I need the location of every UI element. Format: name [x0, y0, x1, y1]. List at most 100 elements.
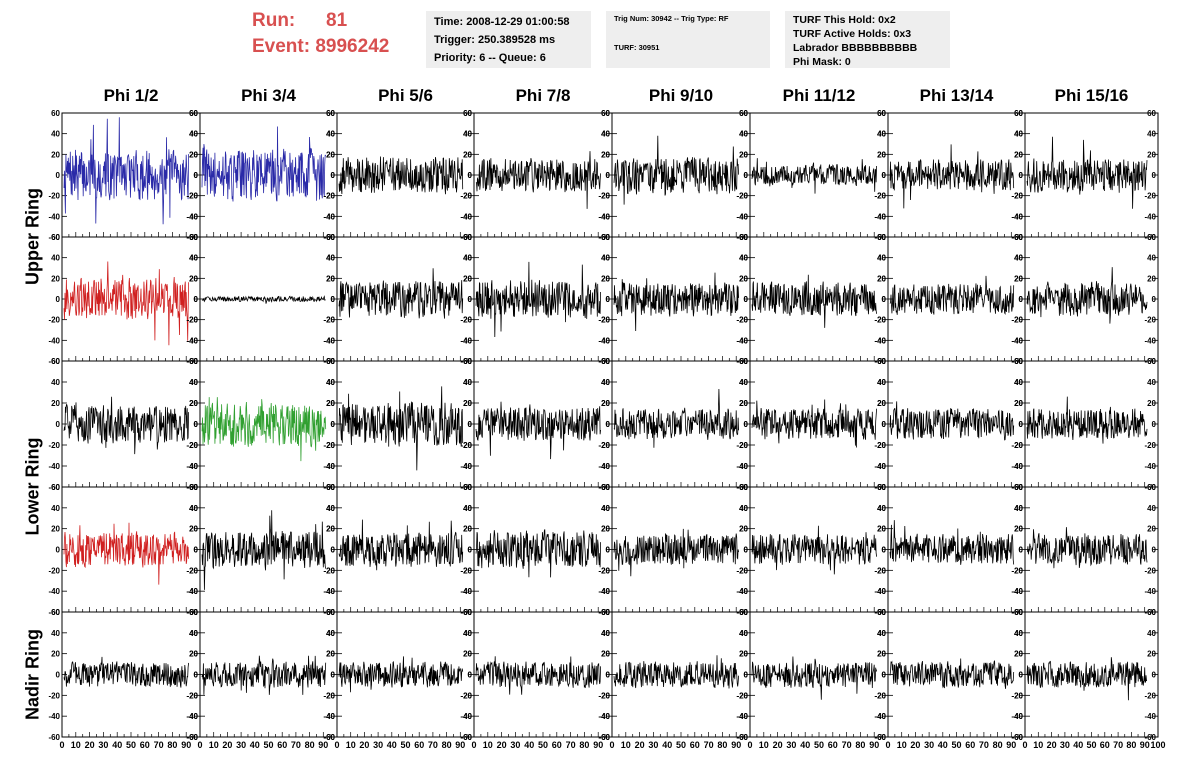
- y-tick-label: -40: [186, 587, 198, 596]
- y-tick-label: 20: [326, 399, 335, 408]
- y-tick-label: -20: [874, 192, 886, 201]
- y-tick-label: 20: [877, 399, 886, 408]
- y-tick-label: 0: [1019, 420, 1024, 429]
- y-tick-label: 60: [1014, 357, 1023, 366]
- y-tick-label: -20: [736, 441, 748, 450]
- y-tick-label: -40: [460, 212, 472, 221]
- y-tick-label: 40: [877, 378, 886, 387]
- y-tick-label: -20: [323, 691, 335, 700]
- x-tick-label: 70: [842, 740, 852, 750]
- waveform-series: [1026, 396, 1148, 444]
- y-tick-label: -40: [460, 587, 472, 596]
- y-tick-label: -40: [323, 336, 335, 345]
- y-tick-label: -20: [323, 192, 335, 201]
- y-tick-label: -40: [874, 712, 886, 721]
- y-tick-label: 20: [189, 525, 198, 534]
- y-tick-label: 0: [882, 420, 887, 429]
- y-tick-label: 0: [882, 546, 887, 555]
- y-tick-label: -40: [1011, 587, 1023, 596]
- y-tick-label: 40: [601, 504, 610, 513]
- y-tick-label: 0: [1152, 671, 1157, 680]
- y-tick-label: 20: [877, 650, 886, 659]
- y-tick-label: 20: [189, 150, 198, 159]
- waveform-series: [201, 295, 326, 304]
- waveform-series: [1027, 527, 1148, 569]
- waveform-series: [1026, 136, 1148, 209]
- y-tick-label: -20: [736, 441, 748, 450]
- y-tick-label: -40: [1144, 712, 1156, 721]
- y-tick-label: -40: [460, 587, 472, 596]
- x-tick-label: 60: [277, 740, 287, 750]
- y-tick-label: 20: [189, 650, 198, 659]
- x-tick-label: 90: [455, 740, 465, 750]
- y-tick-label: 20: [326, 150, 335, 159]
- x-tick-label: 50: [1086, 740, 1096, 750]
- y-tick-label: -60: [1011, 733, 1023, 742]
- y-tick-label: -20: [323, 316, 335, 325]
- y-tick-label: 60: [463, 233, 472, 242]
- y-tick-label: 40: [601, 629, 610, 638]
- run-label: Run:: [252, 10, 296, 31]
- y-tick-label: 0: [606, 420, 611, 429]
- y-tick-label: 0: [194, 420, 199, 429]
- y-tick-label: 0: [56, 546, 61, 555]
- x-tick-label: 20: [85, 740, 95, 750]
- y-tick-label: -40: [323, 712, 335, 721]
- y-tick-label: 0: [1019, 420, 1024, 429]
- y-tick-label: 0: [882, 546, 887, 555]
- x-tick-label: 80: [993, 740, 1003, 750]
- y-tick-label: -40: [460, 712, 472, 721]
- y-tick-label: -40: [186, 212, 198, 221]
- y-tick-label: 20: [189, 274, 198, 283]
- waveform-series: [201, 397, 327, 462]
- y-tick-label: 0: [1152, 171, 1157, 180]
- y-tick-label: -40: [874, 587, 886, 596]
- y-tick-label: 0: [744, 295, 749, 304]
- y-tick-label: 0: [331, 171, 336, 180]
- y-tick-label: -60: [460, 733, 472, 742]
- y-tick-label: -20: [736, 566, 748, 575]
- y-tick-label: 20: [463, 150, 472, 159]
- y-tick-label: 20: [739, 150, 748, 159]
- y-tick-label: 20: [601, 525, 610, 534]
- y-tick-label: 60: [601, 483, 610, 492]
- y-tick-label: 60: [463, 357, 472, 366]
- y-tick-label: -20: [736, 316, 748, 325]
- y-tick-label: -20: [186, 192, 198, 201]
- y-tick-label: 60: [1147, 109, 1156, 118]
- waveform-series: [889, 275, 1015, 316]
- y-tick-label: -20: [186, 566, 198, 575]
- waveform-series: [889, 520, 1015, 565]
- y-tick-label: 20: [51, 399, 60, 408]
- y-tick-label: -40: [323, 462, 335, 471]
- y-tick-label: 0: [606, 171, 611, 180]
- y-tick-label: 20: [601, 150, 610, 159]
- turf-active-holds-text: TURF Active Holds: 0x3: [793, 28, 912, 40]
- waveform-series: [889, 144, 1015, 209]
- y-tick-label: -40: [1144, 462, 1156, 471]
- waveform-series: [338, 519, 464, 571]
- x-tick-label: 60: [552, 740, 562, 750]
- y-tick-label: 0: [1019, 171, 1024, 180]
- y-tick-label: 40: [463, 378, 472, 387]
- y-tick-label: -40: [1144, 587, 1156, 596]
- y-tick-label: -60: [1144, 733, 1156, 742]
- y-tick-label: 20: [463, 274, 472, 283]
- y-tick-label: 60: [601, 109, 610, 118]
- waveform-series: [751, 158, 877, 194]
- y-tick-label: -20: [460, 441, 472, 450]
- y-tick-label: 40: [189, 504, 198, 513]
- y-tick-label: 20: [51, 150, 60, 159]
- y-tick-label: 40: [739, 130, 748, 139]
- waveform-series: [63, 522, 189, 585]
- y-tick-label: -60: [323, 733, 335, 742]
- x-tick-label: 20: [1047, 740, 1057, 750]
- x-tick-label: 60: [828, 740, 838, 750]
- y-tick-label: -20: [1144, 566, 1156, 575]
- y-tick-label: -20: [460, 441, 472, 450]
- y-tick-label: -20: [598, 316, 610, 325]
